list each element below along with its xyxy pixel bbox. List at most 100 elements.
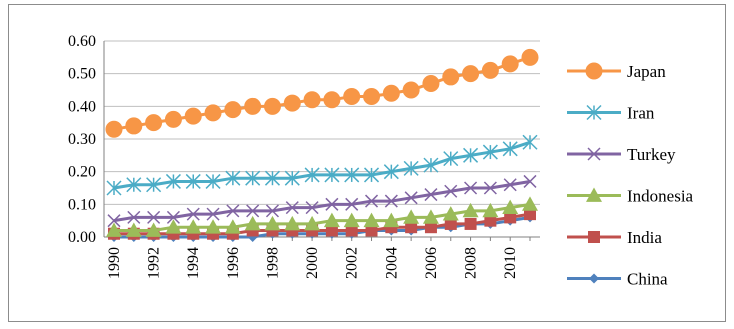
data-point-indonesia <box>323 212 340 228</box>
y-tick-label: 0.40 <box>68 98 96 115</box>
data-point-turkey <box>523 174 537 188</box>
legend-item-japan: Japan <box>567 62 666 81</box>
series-line-india <box>114 212 531 236</box>
data-point-iran <box>304 167 320 183</box>
data-point-turkey <box>246 204 260 218</box>
data-point-iran <box>165 173 181 189</box>
data-point-iran <box>146 177 162 193</box>
data-point-indonesia <box>422 209 439 224</box>
series-line-iran <box>113 140 531 190</box>
legend-item-iran: Iran <box>567 104 655 123</box>
data-point-turkey <box>444 184 458 198</box>
x-tick-label: 2000 <box>304 247 321 279</box>
data-point-iran <box>106 180 122 196</box>
legend-label: Japan <box>627 62 666 81</box>
series-line-turkey <box>113 179 531 223</box>
data-point-india <box>325 224 338 237</box>
data-point-india <box>424 221 437 234</box>
data-point-iran <box>383 164 399 180</box>
data-point-indonesia <box>383 212 400 228</box>
data-point-indonesia <box>284 215 301 231</box>
series-group <box>105 48 539 242</box>
data-point-turkey <box>107 214 121 228</box>
data-point-indonesia <box>165 219 182 234</box>
data-point-turkey <box>345 197 359 211</box>
data-point-india <box>444 217 457 230</box>
data-point-iran <box>225 170 241 186</box>
chart-border <box>8 4 726 322</box>
data-point-turkey <box>325 197 339 211</box>
data-point-indonesia <box>343 212 360 228</box>
data-point-indonesia <box>185 219 202 234</box>
data-point-indonesia <box>244 215 261 231</box>
data-point-japan <box>462 65 480 83</box>
data-point-india <box>405 221 418 234</box>
series-indonesia <box>106 196 538 237</box>
x-axis-tick-labels: 1990 1992 1994 1996 1998 2000 2002 2004 2006 2008… <box>106 247 519 279</box>
y-axis-tick-labels: 0.60 0.50 0.40 0.30 0.20 0.10 0.00 <box>68 33 96 246</box>
series-turkey <box>107 174 537 228</box>
legend-label: Iran <box>627 104 655 123</box>
data-point-turkey <box>265 204 280 218</box>
data-point-indonesia <box>106 222 122 237</box>
y-tick-label: 0.30 <box>68 131 96 148</box>
data-point-japan <box>164 110 182 128</box>
data-point-india <box>345 224 358 237</box>
data-point-turkey <box>166 210 180 224</box>
y-tick-label: 0.50 <box>68 66 96 83</box>
data-point-japan <box>343 88 361 106</box>
x-tick-label: 1998 <box>264 247 281 279</box>
data-point-india <box>524 208 536 221</box>
x-tick-label: 2004 <box>383 247 400 279</box>
data-point-japan <box>204 104 222 122</box>
data-point-iran <box>205 173 221 189</box>
x-tick-label: 1994 <box>185 247 202 279</box>
legend-item-india: India <box>567 228 662 247</box>
data-point-turkey <box>186 207 200 221</box>
series-line-china <box>114 215 531 239</box>
data-point-japan <box>145 114 163 132</box>
data-point-japan <box>422 74 440 92</box>
data-point-japan <box>442 68 460 86</box>
data-point-indonesia <box>522 196 538 211</box>
data-point-iran <box>363 167 380 183</box>
legend-label: Turkey <box>627 145 676 164</box>
data-point-turkey <box>305 201 319 215</box>
data-point-turkey <box>503 178 517 192</box>
x-tick-label: 2008 <box>463 247 480 279</box>
data-point-turkey <box>147 210 161 224</box>
x-tick-label: 1992 <box>146 247 163 279</box>
data-point-turkey <box>384 194 398 208</box>
data-point-turkey <box>464 181 478 195</box>
legend-marker-india <box>588 231 600 243</box>
legend-marker-china <box>589 273 599 284</box>
data-point-japan <box>303 91 321 109</box>
data-point-japan <box>224 101 242 119</box>
y-tick-label: 0.10 <box>68 196 96 213</box>
data-point-indonesia <box>363 212 380 228</box>
data-point-iran <box>324 167 340 183</box>
legend-label: India <box>627 228 662 247</box>
data-point-japan <box>402 81 420 99</box>
data-point-japan <box>105 120 123 138</box>
data-point-japan <box>481 61 499 79</box>
data-point-indonesia <box>304 215 321 231</box>
data-point-turkey <box>206 207 220 221</box>
data-point-japan <box>244 97 262 115</box>
data-point-iran <box>403 160 419 176</box>
data-point-iran <box>482 144 498 160</box>
data-point-iran <box>463 147 479 163</box>
data-point-japan <box>125 117 143 135</box>
data-point-turkey <box>364 194 379 208</box>
data-point-japan <box>501 55 519 73</box>
x-tick-label: 2002 <box>344 247 361 279</box>
data-point-iran <box>185 173 201 189</box>
data-point-indonesia <box>482 202 499 218</box>
data-point-turkey <box>127 210 141 224</box>
data-point-turkey <box>404 191 418 205</box>
y-tick-label: 0.60 <box>68 33 96 50</box>
data-point-indonesia <box>224 219 241 234</box>
data-point-india <box>365 224 378 237</box>
